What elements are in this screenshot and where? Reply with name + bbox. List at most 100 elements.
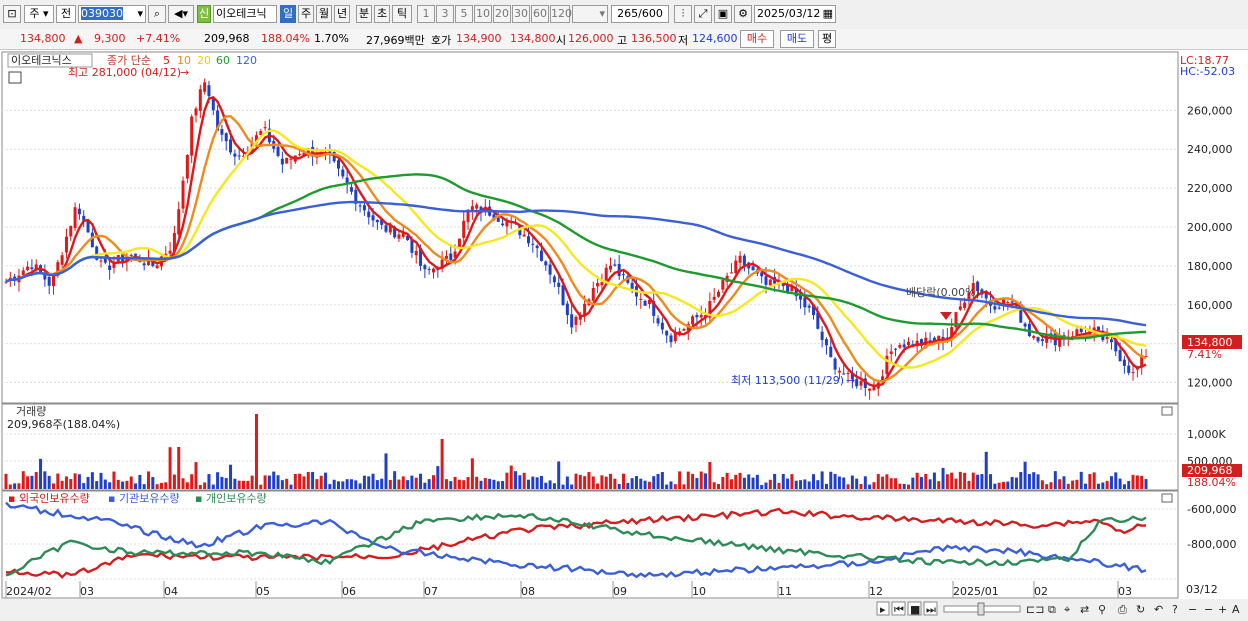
data-count-field[interactable]: 265/600 [611,5,669,23]
period-month[interactable]: 월 [316,5,332,23]
volume-bar [863,476,867,489]
volume-bar [449,481,453,489]
copy-icon[interactable]: ⧉ [1048,603,1056,616]
volume-bar [423,482,427,489]
minute-120[interactable]: 120 [550,5,572,23]
refresh-icon[interactable]: ↻ [1136,603,1145,616]
zoom-in-icon[interactable]: + [1218,603,1227,616]
help-icon[interactable]: ? [1172,603,1178,616]
minute-5[interactable]: 5 [455,5,473,23]
table-toggle-icon[interactable] [8,71,22,84]
volume-bar [794,480,798,489]
toolbar: ⊡ 주 ▾ 전 039030 ▾ ⌕ ◀▾ 신 이오테크닉 일 주 월 년 분 … [0,0,1248,30]
holdings-panel-close-icon[interactable] [1161,493,1173,503]
volume-bar [1023,461,1027,489]
candle-body [958,306,962,310]
minute-10[interactable]: 10 [474,5,492,23]
average-button[interactable]: 평 [818,30,836,48]
draw-line-icon[interactable]: ⤢ [694,5,712,23]
zoom-slider-handle[interactable] [977,602,985,616]
period-week[interactable]: 주 [298,5,314,23]
magnify-icon[interactable]: ⚲ [1098,603,1106,616]
quote-label: 호가 [431,34,452,47]
price-tick-label: 260,000 [1187,104,1233,117]
window-menu-icon[interactable]: ⊡ [3,5,21,23]
candle-body [371,215,375,221]
candle-body [885,355,889,375]
candle-body [1010,301,1014,303]
candle-body [26,266,30,271]
candle-body [535,245,539,249]
undo-icon[interactable]: ↶ [1154,603,1163,616]
candle-body [695,315,699,318]
volume-bar [591,476,595,489]
candle-body [790,286,794,292]
candle-body [254,135,258,144]
volume-bar [634,476,638,489]
type-select-2[interactable]: 전 [56,5,76,23]
save-icon[interactable]: ▣ [714,5,732,23]
price-tag-value: 134,800 [1187,336,1233,349]
print-icon[interactable]: ⎙ [1118,603,1127,616]
sell-button[interactable]: 매도 [780,30,814,48]
minute-20[interactable]: 20 [493,5,511,23]
zoom-out-icon[interactable]: − [1204,603,1213,616]
volume-bar [203,482,207,489]
volume-bar [919,477,923,489]
scroll-first-button[interactable] [891,601,906,616]
candle-body [574,316,578,325]
stock-title-box [7,53,93,68]
candle-body [907,341,910,346]
type-select-1[interactable]: 주 ▾ [24,5,54,23]
search-icon[interactable]: ⌕ [148,5,166,23]
volume-bar [1140,475,1144,489]
minute-1[interactable]: 1 [417,5,435,23]
minus-icon[interactable]: − [1188,603,1197,616]
minute-60[interactable]: 60 [531,5,549,23]
candle-icon[interactable]: ⫶ [674,5,692,23]
speaker-icon[interactable]: ◀▾ [168,5,194,23]
candle-body [349,187,353,192]
buy-button[interactable]: 매수 [740,30,774,48]
period-year[interactable]: 년 [334,5,350,23]
crosshair-icon[interactable]: ⌖ [1064,603,1070,616]
volume-bar [414,477,418,489]
candle-body [1014,305,1018,307]
candle-body [760,272,764,277]
volume-bar [885,474,889,489]
layout-icon[interactable]: ⊏⊐ [1026,603,1044,616]
candle-body [868,388,872,391]
period-tick[interactable]: 틱 [392,5,412,23]
period-minute[interactable]: 분 [356,5,372,23]
volume-bar [1144,479,1148,489]
font-size-icon[interactable]: A [1232,603,1240,616]
scroll-last-button[interactable] [923,601,938,616]
stop-button[interactable] [907,601,922,616]
price-change: 9,300 [94,32,126,45]
scroll-right-button[interactable] [876,601,890,616]
minute-3[interactable]: 3 [436,5,454,23]
stock-code-input[interactable]: 039030 ▾ [78,5,146,23]
x-axis-label: 12 [869,585,883,598]
gear-icon[interactable]: ⚙ [734,5,752,23]
chart-canvas[interactable]: 260,000 240,000 220,000 200,000 180,000 160,0… [0,50,1248,621]
custom-period-select[interactable]: ▾ [572,5,608,23]
period-second[interactable]: 초 [374,5,390,23]
volume-bar [1036,474,1040,489]
volume-bar [1135,475,1139,489]
candle-body [855,379,859,387]
date-field[interactable]: 2025/03/12 ▦ [754,5,836,23]
volume-bar [902,483,906,489]
volume-bar [151,477,155,489]
candle-body [531,243,535,245]
dividend-marker-icon [940,312,952,320]
volume-bar [311,471,315,489]
period-day[interactable]: 일 [280,5,296,23]
volume-panel-close-icon[interactable] [1161,406,1173,416]
arrows-icon[interactable]: ⇄ [1080,603,1089,616]
volume-bar [764,482,768,489]
minute-30[interactable]: 30 [512,5,530,23]
ma-120-line [5,200,1147,327]
volume-bar [622,473,625,489]
candle-body [13,276,17,281]
